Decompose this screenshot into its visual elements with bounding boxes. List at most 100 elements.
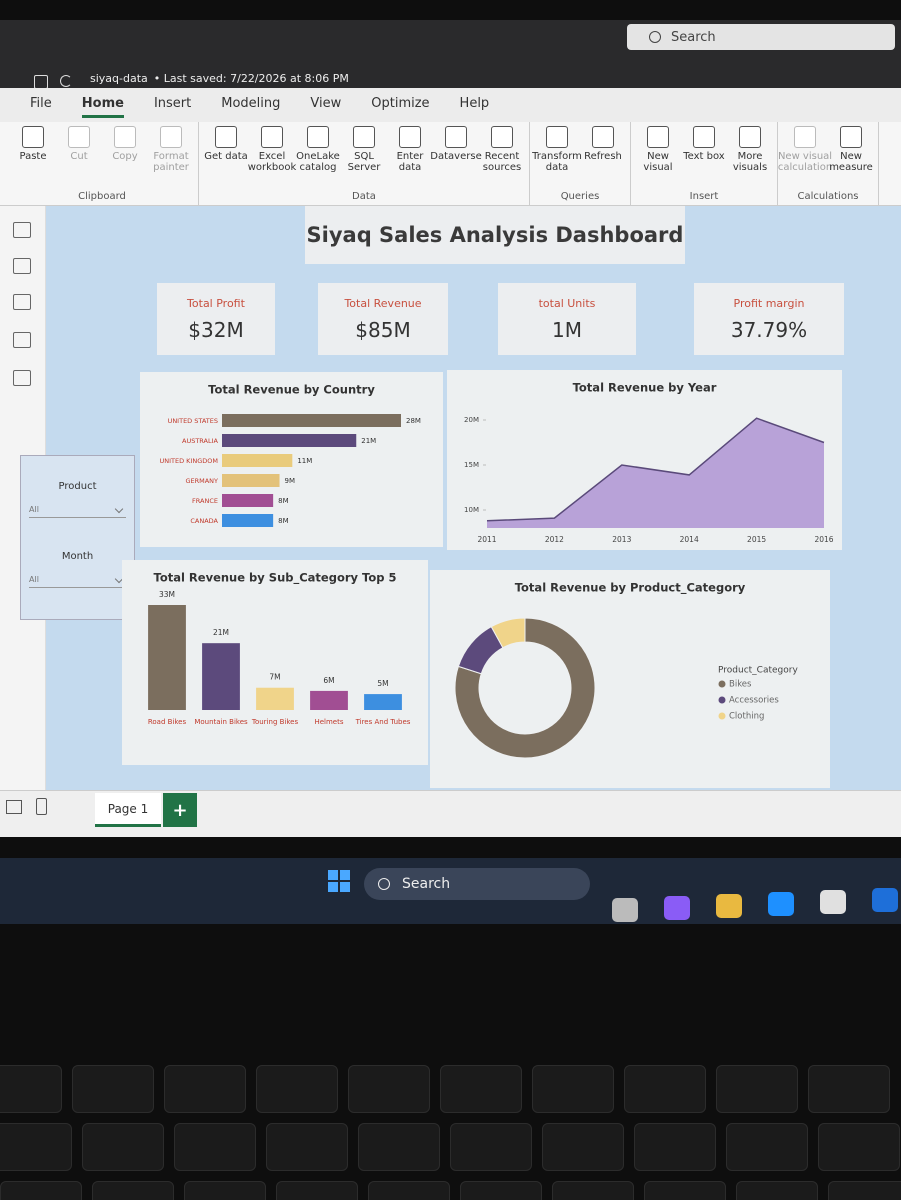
category-label: Road Bikes (148, 718, 187, 726)
rail-icon[interactable] (13, 294, 31, 310)
title-text: siyaq-data • Last saved: 7/22/2026 at 8:0… (90, 72, 349, 85)
category-label: UNITED STATES (168, 417, 218, 425)
ribbon-button[interactable]: Transform data (532, 126, 582, 173)
ribbon-button[interactable]: Get data (203, 126, 249, 173)
ribbon-button[interactable]: Paste (10, 126, 56, 173)
add-page-button[interactable]: + (163, 793, 197, 827)
bar (222, 414, 401, 427)
button-icon (794, 126, 816, 148)
ribbon-button[interactable]: Dataverse (430, 126, 482, 173)
view-icon[interactable] (6, 800, 22, 814)
button-label: Excel workbook (247, 151, 297, 173)
ribbon-button[interactable]: Refresh (580, 126, 626, 173)
ribbon-button[interactable]: SQL Server (341, 126, 387, 173)
data-label: 21M (361, 437, 376, 445)
taskbar-app[interactable] (820, 890, 846, 914)
button-icon (647, 126, 669, 148)
ribbon-tabs: File Home Insert Modeling View Optimize Help (30, 94, 489, 118)
ribbon-tab[interactable]: Home (81, 94, 124, 118)
ribbon: Paste Cut Copy Format painter Clipboard Get d… (0, 122, 901, 206)
ribbon-group: Get data Excel workbook OneLake catalog SQL… (199, 122, 530, 205)
button-label: New visual (643, 151, 673, 173)
ribbon-button[interactable]: New visual (635, 126, 681, 173)
chart-panel[interactable]: Total Revenue by Country UNITED STATES 28M… (140, 372, 443, 547)
category-label: UNITED KINGDOM (160, 457, 219, 465)
slicer-value: All (29, 574, 39, 584)
slicer-dropdown[interactable]: All (29, 571, 126, 588)
start-button[interactable] (328, 870, 350, 892)
rail-icon[interactable] (13, 258, 31, 274)
save-icon (34, 75, 48, 89)
slicer-label: Product (58, 481, 97, 492)
kpi-value: 37.79% (730, 317, 808, 342)
ribbon-button[interactable]: Copy (102, 126, 148, 173)
taskbar-app[interactable] (768, 892, 794, 916)
ribbon-button[interactable]: Format painter (148, 126, 194, 173)
button-label: New measure (829, 151, 873, 173)
ribbon-tab[interactable]: Insert (153, 96, 192, 111)
ribbon-button[interactable]: Recent sources (479, 126, 525, 173)
ribbon-button-row: Paste Cut Copy Format painter (10, 126, 194, 173)
ribbon-button[interactable]: More visuals (727, 126, 773, 173)
taskbar-search[interactable]: Search (364, 868, 590, 900)
legend-label: Clothing (729, 712, 764, 722)
kpi-card: Total Profit $32M (157, 283, 275, 355)
rail-icon[interactable] (13, 222, 31, 238)
keyboard-key (552, 1181, 634, 1200)
kpi-card: total Units 1M (498, 283, 636, 355)
button-label: Enter data (396, 151, 424, 173)
ribbon-button[interactable]: OneLake catalog (295, 126, 341, 173)
chart-panel[interactable]: Total Revenue by Product_Category Product… (430, 570, 830, 788)
ribbon-button[interactable]: New measure (828, 126, 874, 173)
data-label: 5M (377, 679, 388, 688)
keyboard-key (634, 1123, 716, 1171)
ribbon-tab[interactable]: Help (459, 96, 490, 111)
kpi-label: Total Revenue (344, 296, 422, 310)
taskbar-app[interactable] (716, 894, 742, 918)
legend-swatch (718, 680, 726, 688)
chart-panel[interactable]: Total Revenue by Year 10M 15M 20M 2011 2012 20… (447, 370, 842, 550)
title-search[interactable]: Search (627, 24, 895, 50)
rail-icon[interactable] (13, 370, 31, 386)
slicer-dropdown[interactable]: All (29, 501, 126, 518)
button-icon (261, 126, 283, 148)
ribbon-group-label: Clipboard (78, 191, 126, 202)
ribbon-tab[interactable]: Modeling (221, 96, 281, 111)
x-tick-label: 2011 (477, 535, 496, 544)
keyboard-key (164, 1065, 246, 1113)
bar (222, 454, 293, 467)
ribbon-button[interactable]: New visual calculation (778, 126, 832, 173)
button-icon (215, 126, 237, 148)
y-tick-label: 10M (464, 506, 479, 514)
ribbon-tab[interactable]: File (30, 96, 52, 111)
taskbar-app[interactable] (612, 898, 638, 922)
rail-icon[interactable] (13, 332, 31, 348)
taskbar-app[interactable] (872, 888, 898, 912)
ribbon-tab[interactable]: Optimize (371, 96, 430, 111)
ribbon-group: Paste Cut Copy Format painter Clipboard (6, 122, 199, 205)
mobile-icon[interactable] (36, 798, 47, 815)
category-label: AUSTRALIA (182, 437, 219, 445)
ribbon-tab[interactable]: View (310, 96, 342, 111)
ribbon-group-label: Insert (689, 191, 719, 202)
x-tick-label: 2012 (545, 535, 564, 544)
logo-square (328, 882, 338, 892)
button-label: Format painter (153, 151, 189, 173)
button-icon (307, 126, 329, 148)
category-label: GERMANY (185, 477, 218, 485)
donut-slice (454, 617, 596, 759)
ribbon-button[interactable]: Enter data (387, 126, 433, 173)
search-label: Search (671, 29, 716, 45)
x-tick-label: 2013 (612, 535, 631, 544)
ribbon-button[interactable]: Text box (681, 126, 727, 173)
ribbon-button[interactable]: Excel workbook (247, 126, 297, 173)
chart-panel[interactable]: Total Revenue by Sub_Category Top 5 33M Ro… (122, 560, 428, 765)
keyboard-key (184, 1181, 266, 1200)
button-icon (693, 126, 715, 148)
taskbar-app[interactable] (664, 896, 690, 920)
ribbon-button[interactable]: Cut (56, 126, 102, 173)
page-tab[interactable]: Page 1 (95, 793, 161, 827)
kpi-label: Profit margin (733, 296, 805, 310)
legend-label: Accessories (729, 696, 779, 706)
saved-status: • Last saved: 7/22/2026 at 8:06 PM (153, 72, 349, 85)
